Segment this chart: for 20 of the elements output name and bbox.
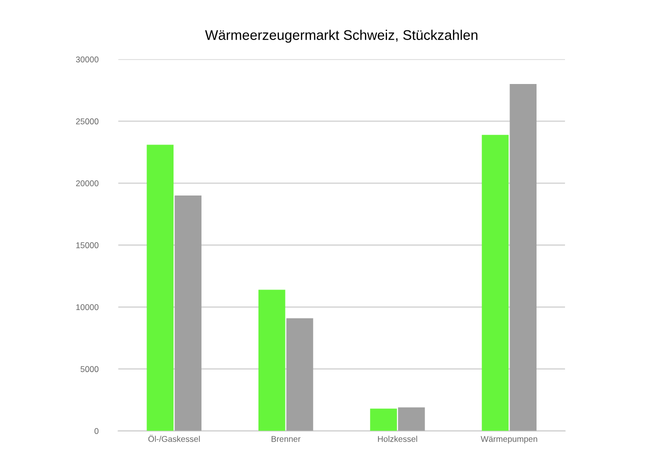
bar — [286, 318, 314, 431]
bar — [398, 407, 425, 431]
bar — [510, 84, 537, 431]
x-tick-label: Brenner — [272, 436, 300, 442]
y-tick-label: 30000 — [76, 56, 98, 62]
bar — [146, 144, 174, 431]
bar — [174, 196, 202, 431]
bar — [258, 290, 286, 431]
chart-title: Wärmeerzeugermarkt Schweiz, Stückzahlen — [205, 30, 478, 43]
y-tick-label: 0 — [94, 428, 98, 434]
bar — [370, 408, 397, 431]
x-tick-label: Öl-/Gaskessel — [148, 434, 200, 442]
x-tick-label: Holzkessel — [378, 436, 418, 442]
y-tick-label: 10000 — [76, 304, 98, 310]
x-tick-label: Wärmepumpen — [480, 436, 538, 444]
y-tick-label: 25000 — [76, 118, 98, 124]
bar — [482, 134, 509, 431]
y-tick-label: 20000 — [76, 180, 98, 186]
y-tick-label: 15000 — [76, 242, 98, 248]
y-tick-label: 5000 — [80, 366, 98, 372]
